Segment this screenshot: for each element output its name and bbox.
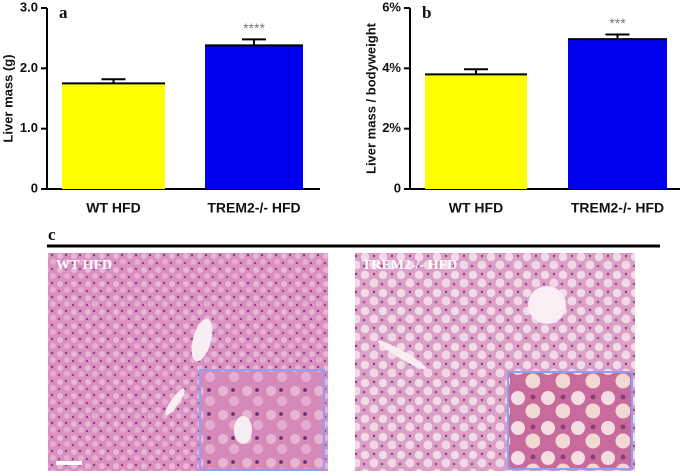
y-tick-label: 4% [382, 60, 401, 75]
significance: **** [243, 20, 265, 36]
bar [205, 45, 303, 190]
y-tick-label: 3.0 [20, 0, 38, 14]
x-tick-label: TREM2-/- HFD [207, 200, 300, 216]
x-tick-label: WT HFD [86, 200, 140, 216]
bar [568, 39, 667, 189]
y-tick-label: 1.0 [20, 120, 38, 135]
bar [62, 83, 165, 189]
panel-c: c WT HFD TREM2-/- HFD [47, 225, 660, 471]
panel-label: a [59, 3, 68, 22]
x-tick-label: WT HFD [449, 200, 503, 216]
y-tick-label: 2.0 [20, 60, 38, 75]
bar [425, 74, 527, 189]
bar-chart: 0 2% 4% 6% Liver mass / bodyweight b WT HFD TRE… [363, 0, 680, 216]
y-tick-label: 2% [382, 120, 401, 135]
y-tick-label: 6% [382, 0, 401, 14]
histology-image: TREM2-/- HFD [355, 253, 635, 471]
y-axis-label: Liver mass / bodyweight [363, 22, 378, 174]
image-caption: TREM2-/- HFD [362, 258, 457, 273]
y-axis-label: Liver mass (g) [0, 54, 15, 142]
y-tick-label: 0 [31, 180, 38, 195]
bar-chart: 0 1.0 2.0 3.0 Liver mass (g) a WT HFD TREM2-/- … [0, 0, 320, 216]
image-caption: WT HFD [56, 258, 112, 273]
panel-label: c [48, 225, 56, 244]
charts: 0 1.0 2.0 3.0 Liver mass (g) a WT HFD TREM2-/- … [0, 0, 680, 216]
significance: *** [609, 15, 626, 31]
histology-image: WT HFD [48, 253, 328, 471]
x-tick-label: TREM2-/- HFD [571, 200, 664, 216]
y-tick-label: 0 [394, 180, 401, 195]
panel-label: b [422, 3, 431, 22]
